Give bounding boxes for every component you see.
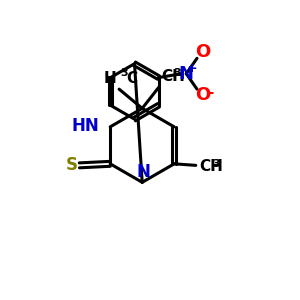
Text: HN: HN — [72, 117, 99, 135]
Text: H: H — [104, 71, 117, 86]
Text: CH: CH — [161, 68, 185, 83]
Text: O: O — [196, 43, 211, 61]
Text: O: O — [196, 86, 211, 104]
Text: -: - — [207, 85, 213, 100]
Text: +: + — [186, 62, 197, 75]
Text: 3: 3 — [121, 68, 128, 78]
Text: 3: 3 — [174, 68, 182, 78]
Text: C: C — [126, 71, 137, 86]
Text: 3: 3 — [213, 159, 220, 169]
Text: S: S — [66, 156, 78, 174]
Text: N: N — [179, 65, 194, 83]
Text: N: N — [136, 163, 150, 181]
Text: CH: CH — [200, 159, 224, 174]
